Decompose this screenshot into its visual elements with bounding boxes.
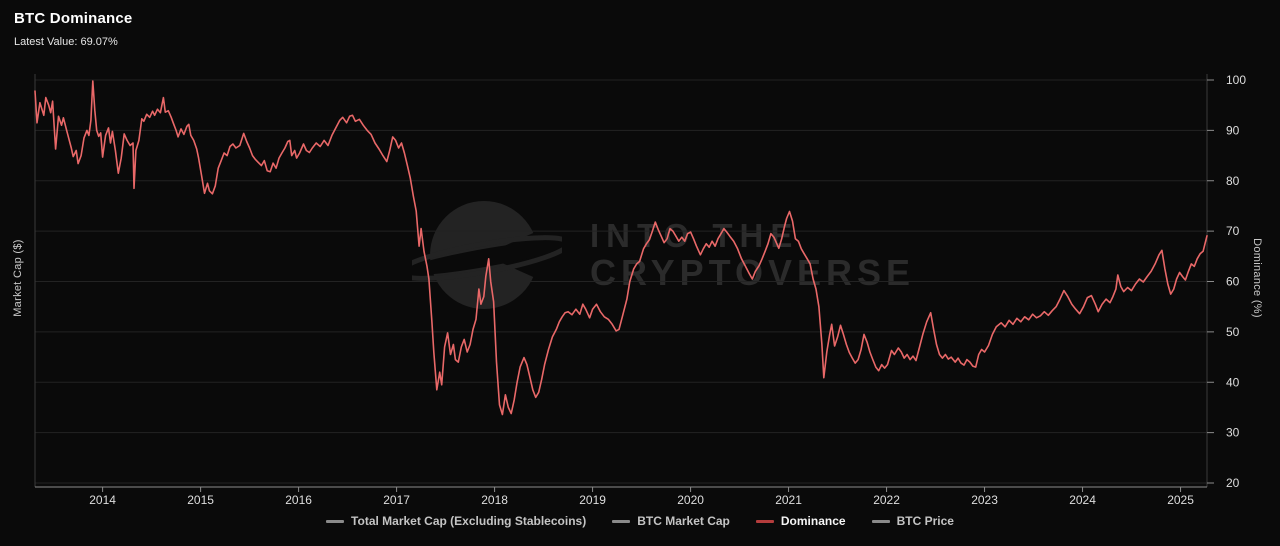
x-tick-label: 2022 bbox=[873, 493, 900, 507]
legend-item-btc-price[interactable]: BTC Price bbox=[871, 514, 954, 528]
x-tick-label: 2014 bbox=[89, 493, 116, 507]
x-tick-label: 2018 bbox=[481, 493, 508, 507]
y-tick-label: 20 bbox=[1226, 476, 1240, 490]
x-tick-label: 2019 bbox=[579, 493, 606, 507]
y-tick-label: 70 bbox=[1226, 224, 1240, 238]
y-tick-label: 30 bbox=[1226, 426, 1240, 440]
x-tick-label: 2020 bbox=[677, 493, 704, 507]
legend-item-btc-market-cap[interactable]: BTC Market Cap bbox=[612, 514, 730, 528]
y-axis-label-right: Dominance (%) bbox=[1251, 238, 1263, 318]
legend-swatch-icon bbox=[871, 519, 890, 523]
x-tick-label: 2024 bbox=[1069, 493, 1096, 507]
y-tick-label: 40 bbox=[1226, 375, 1240, 389]
series-dominance bbox=[34, 80, 1208, 416]
latest-value-label: Latest Value: 69.07% bbox=[14, 36, 118, 48]
legend-label: BTC Price bbox=[896, 514, 954, 528]
chart-header: BTC Dominance Latest Value: 69.07% bbox=[14, 10, 132, 48]
y-tick-label: 90 bbox=[1226, 123, 1240, 137]
dominance-line-chart[interactable]: 2014 2015 2016 2017 2018 2019 2020 2021 2022 2023… bbox=[0, 0, 1280, 512]
legend-swatch-icon bbox=[326, 519, 345, 523]
x-tick-label: 2016 bbox=[285, 493, 312, 507]
x-tick-label: 2025 bbox=[1167, 493, 1194, 507]
legend-swatch-icon bbox=[755, 519, 774, 523]
page-title: BTC Dominance bbox=[14, 10, 133, 27]
x-tick-label: 2023 bbox=[971, 493, 998, 507]
y-axis-label-left: Market Cap ($) bbox=[12, 239, 24, 317]
x-tick-label: 2017 bbox=[383, 493, 410, 507]
legend-item-dominance[interactable]: Dominance bbox=[755, 514, 846, 528]
chart-legend: Total Market Cap (Excluding Stablecoins)… bbox=[0, 514, 1280, 528]
y-tick-label: 80 bbox=[1226, 174, 1240, 188]
x-tick-label: 2021 bbox=[775, 493, 802, 507]
legend-label: BTC Market Cap bbox=[637, 514, 730, 528]
legend-label: Total Market Cap (Excluding Stablecoins) bbox=[351, 514, 587, 528]
y-tick-label: 100 bbox=[1226, 73, 1246, 87]
x-tick-label: 2015 bbox=[187, 493, 214, 507]
legend-item-total-market-cap[interactable]: Total Market Cap (Excluding Stablecoins) bbox=[326, 514, 586, 528]
legend-swatch-icon bbox=[612, 519, 631, 523]
legend-label: Dominance bbox=[780, 514, 846, 528]
y-tick-label: 50 bbox=[1226, 325, 1240, 339]
y-tick-label: 60 bbox=[1226, 275, 1240, 289]
